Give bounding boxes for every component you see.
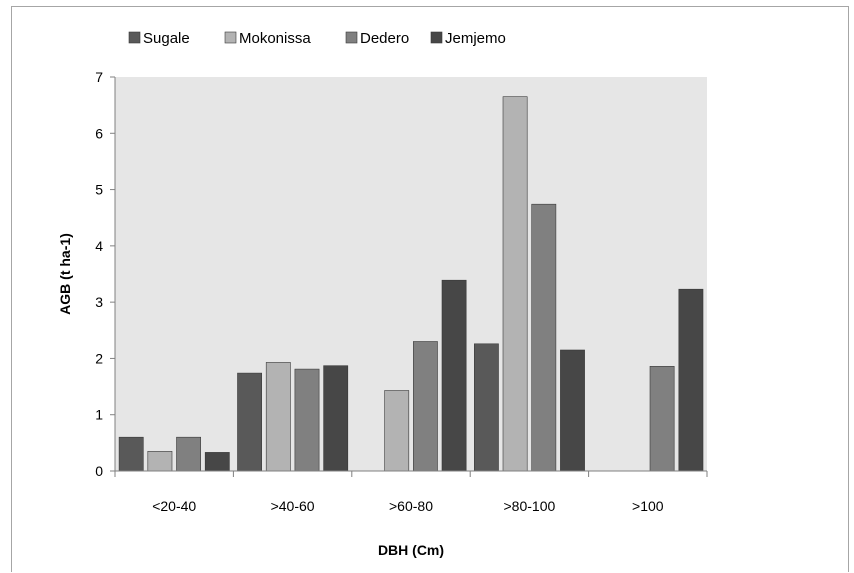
bar-dedero-1 [294,368,320,472]
x-tick-label: >80-100 [504,498,556,514]
legend-swatch-jemjemo [430,31,443,44]
bar-mokonissa-1 [265,362,291,472]
y-tick-label: 1 [95,407,103,423]
y-tick-label: 3 [95,294,103,310]
y-ticks-layer: 0 1 2 3 4 5 6 7 [95,69,115,479]
y-tick-label: 2 [95,350,103,366]
legend-label-sugale: Sugale [143,30,190,47]
bar-jemjemo-4 [678,288,704,472]
bar-jemjemo-2 [441,279,467,472]
y-tick-label: 0 [95,463,103,479]
plot-area [115,77,707,471]
bar-jemjemo-0 [204,452,230,472]
legend-label-mokonissa: Mokonissa [239,30,311,47]
y-tick-label: 4 [95,238,103,254]
bar-dedero-3 [531,203,557,472]
legend-label-dedero: Dedero [360,30,409,47]
x-tick-label: <20-40 [152,498,196,514]
bar-dedero-2 [412,341,438,472]
legend-swatch-mokonissa [224,31,237,44]
legend: Sugale Mokonissa Dedero Jemjemo [128,30,506,47]
legend-swatch-dedero [345,31,358,44]
bar-mokonissa-3 [502,96,528,472]
bar-jemjemo-3 [560,349,585,472]
x-tick-label: >100 [632,498,664,514]
legend-label-jemjemo: Jemjemo [445,30,506,47]
y-tick-label: 7 [95,69,103,85]
bar-mokonissa-2 [384,390,410,472]
bar-dedero-0 [176,436,202,472]
bar-sugale-0 [118,436,144,472]
bar-mokonissa-0 [147,450,173,472]
bar-sugale-3 [473,343,499,472]
y-tick-label: 5 [95,182,103,198]
bar-jemjemo-1 [323,365,349,472]
x-ticks-layer: <20-40 >40-60 >60-80 >80-100 >100 [114,471,708,514]
y-tick-label: 6 [95,125,103,141]
bar-dedero-4 [649,365,675,472]
y-axis-title: AGB (t ha-1) [57,233,73,315]
x-axis-title: DBH (Cm) [378,542,444,558]
x-tick-label: >60-80 [389,498,433,514]
x-tick-label: >40-60 [271,498,315,514]
legend-swatch-sugale [128,31,141,44]
bar-sugale-1 [237,372,263,472]
